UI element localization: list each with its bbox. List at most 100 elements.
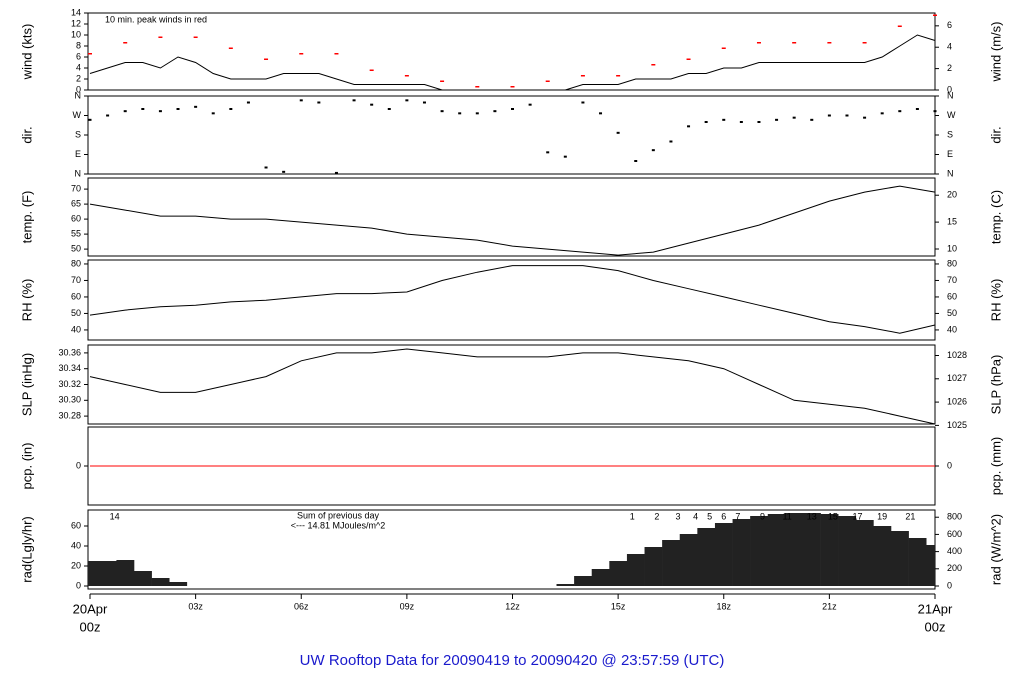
y2-axis-label: rad (W/m^2) [988,514,1003,585]
y-tick-label: 0 [76,460,81,470]
y2-tick-label: 1028 [947,350,967,360]
point [422,101,426,104]
point [792,116,796,119]
y2-tick-label: 4 [947,42,952,52]
panel-frame [87,12,936,91]
peak-point [897,25,902,27]
point [264,166,268,169]
point [511,108,514,110]
point [299,99,303,102]
bar [88,561,100,586]
bar [820,514,839,586]
annotation: <--- 14.81 MJoules/m^2 [291,520,386,530]
y-tick-label: 2 [76,73,81,83]
y-tick-label: 12 [71,18,81,28]
peak-point [193,36,198,38]
y2-tick-label: 80 [947,258,957,268]
point [211,112,215,115]
point [581,101,585,104]
hour-label: 7 [735,511,740,521]
y2-axis-label: temp. (C) [988,190,1003,244]
peak-point [158,36,163,38]
point [634,160,638,162]
y2-tick-label: N [947,168,954,178]
y2-tick-label: N [947,90,954,100]
y2-tick-label: 50 [947,308,957,318]
y-tick-label: W [73,110,82,120]
hour-label: 2 [654,511,659,521]
bar-group [88,513,935,586]
point [880,112,884,115]
bar [855,520,874,586]
y2-tick-label: 60 [947,291,957,301]
point [475,112,479,115]
y-tick-label: 10 [71,29,81,39]
point [845,114,849,117]
peak-point [369,69,374,71]
y-tick-label: 40 [71,324,81,334]
point [722,118,726,121]
point [528,103,532,106]
bar [697,528,716,586]
peak-point [580,75,585,77]
y2-tick-label: 0 [947,580,952,590]
point [194,105,198,108]
y-axis-label: temp. (F) [19,191,34,244]
point [546,151,550,154]
point [440,110,444,113]
hour-label: 4 [693,511,698,521]
y2-tick-label: 0 [947,460,952,470]
point [229,108,233,110]
y-tick-label: 50 [71,308,81,318]
point [827,114,831,117]
point [599,112,603,115]
y2-tick-label: 0 [947,84,952,94]
bar [116,560,135,586]
point [123,110,127,113]
y-tick-label: 55 [71,228,81,238]
hour-label: 21 [905,511,915,521]
y-tick-label: 0 [76,580,81,590]
bar [908,538,927,586]
y-axis-label: SLP (inHg) [19,353,34,416]
y-tick-label: 70 [71,183,81,193]
point [739,121,743,123]
bar [679,534,698,586]
hour-label: 17 [853,511,863,521]
peak-point [721,47,726,49]
point [651,149,655,152]
y-tick-label: 30.32 [58,379,81,389]
bar [890,531,909,586]
y2-tick-label: 70 [947,275,957,285]
bar [732,519,751,586]
y2-tick-label: 1026 [947,396,967,406]
y-tick-label: 40 [71,540,81,550]
bar [609,561,628,586]
x-tick-label: 06z [294,601,309,611]
bar [926,545,935,586]
bar [714,523,733,586]
point [669,140,673,143]
y-axis-label: RH (%) [19,279,34,322]
hour-label: 14 [110,511,120,521]
point [775,118,779,121]
panel-frame [87,95,936,175]
y2-tick-label: 40 [947,324,957,334]
y-tick-label: 30.30 [58,395,81,405]
point [563,155,567,158]
y-tick-label: S [75,129,81,139]
peak-point [756,42,761,44]
bar [134,571,152,586]
hour-label: 9 [760,511,765,521]
y-tick-label: 60 [71,213,81,223]
y-tick-label: N [75,168,82,178]
peak-point [475,86,480,88]
bar [750,516,769,586]
point [915,108,919,110]
y2-tick-label: 20 [947,190,957,200]
point [933,110,937,113]
y-tick-label: 6 [76,51,81,61]
bar [169,582,188,586]
x-tick-label: 18z [716,601,731,611]
